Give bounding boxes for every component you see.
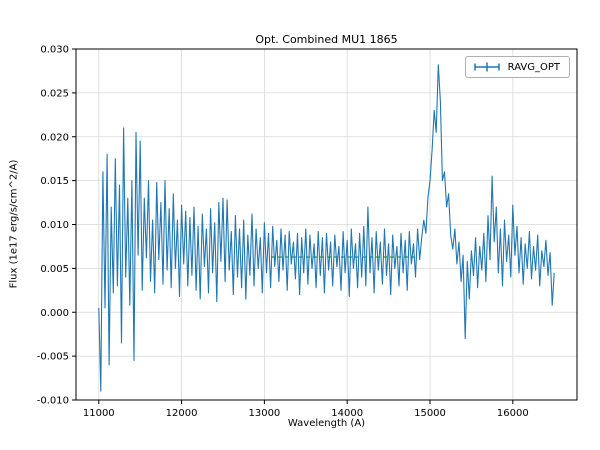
x-tick-label: 12000 bbox=[166, 408, 198, 419]
x-tick-label: 16000 bbox=[497, 408, 529, 419]
y-tick-label: 0.030 bbox=[40, 45, 69, 56]
y-tick-label: 0.005 bbox=[40, 264, 69, 275]
y-tick-label: -0.005 bbox=[37, 352, 69, 363]
x-tick-label: 13000 bbox=[248, 408, 280, 419]
y-tick-label: -0.010 bbox=[37, 396, 69, 407]
x-axis-label: Wavelength (A) bbox=[287, 418, 366, 429]
legend-entry-label: RAVG_OPT bbox=[507, 61, 560, 73]
x-tick-label: 15000 bbox=[414, 408, 446, 419]
x-tick-label: 11000 bbox=[83, 408, 115, 419]
x-tick-label: 14000 bbox=[331, 408, 363, 419]
y-tick-label: 0.015 bbox=[40, 176, 69, 187]
series-line bbox=[98, 64, 555, 392]
y-tick-label: 0.020 bbox=[40, 132, 69, 143]
legend: RAVG_OPT bbox=[464, 56, 570, 78]
errorbar-sample-icon bbox=[473, 62, 500, 72]
y-tick-label: 0.025 bbox=[40, 88, 69, 99]
chart-title: Opt. Combined MU1 1865 bbox=[255, 33, 398, 46]
y-axis-label: Flux (1e17 erg/s/cm^2/A) bbox=[8, 159, 20, 289]
y-tick-label: 0.000 bbox=[40, 308, 69, 319]
y-tick-label: 0.010 bbox=[40, 220, 69, 231]
